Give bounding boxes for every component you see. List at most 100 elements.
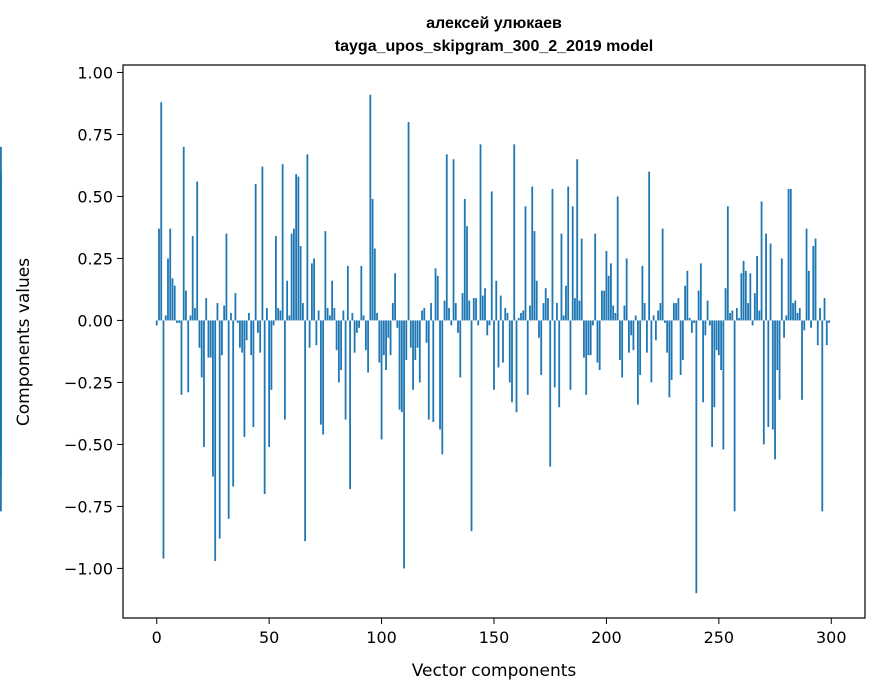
bar	[641, 265, 644, 321]
bar	[205, 298, 208, 321]
bar	[776, 320, 779, 371]
bar	[427, 320, 430, 420]
bar	[398, 320, 401, 410]
y-tick-label: 0.75	[77, 125, 113, 144]
bar	[203, 320, 205, 447]
bar	[814, 238, 817, 321]
bar	[425, 320, 428, 343]
bar	[592, 320, 594, 326]
bar	[263, 320, 266, 495]
bar	[681, 320, 684, 361]
bar	[326, 308, 329, 321]
bar	[625, 258, 628, 321]
bar	[259, 320, 262, 353]
bar	[717, 320, 720, 356]
bar	[762, 320, 765, 445]
bar	[657, 310, 660, 321]
y-tick-label: −0.50	[64, 435, 113, 454]
bar	[164, 315, 167, 321]
bar	[216, 303, 219, 321]
bar	[742, 260, 745, 321]
bar	[479, 144, 482, 321]
bar	[283, 320, 286, 420]
bar	[162, 320, 165, 559]
bar	[463, 198, 466, 321]
bar	[493, 320, 495, 390]
bar	[495, 280, 498, 321]
bar	[239, 320, 241, 348]
bar	[571, 206, 574, 321]
bar	[547, 298, 549, 321]
bar	[443, 300, 446, 321]
bar	[535, 280, 538, 321]
bar	[704, 320, 707, 336]
bar	[490, 191, 493, 321]
bar	[461, 293, 464, 321]
bar	[729, 312, 731, 321]
bar	[816, 320, 819, 346]
bar	[373, 248, 376, 321]
bar	[218, 320, 221, 539]
bar	[663, 320, 666, 323]
bar	[513, 144, 516, 321]
bar	[803, 320, 806, 331]
y-tick-label: −0.75	[64, 497, 113, 516]
bar	[508, 320, 511, 383]
bar	[248, 312, 250, 321]
bar	[407, 122, 410, 321]
bar	[610, 263, 612, 321]
bar	[751, 320, 754, 326]
bar	[688, 317, 691, 321]
bar	[272, 320, 275, 326]
bar	[250, 320, 253, 356]
bar	[394, 273, 396, 321]
bar	[380, 320, 383, 440]
chart-subtitle: tayga_upos_skipgram_300_2_2019 model	[335, 38, 653, 55]
bar	[726, 206, 729, 321]
bar	[769, 243, 772, 321]
bar	[454, 303, 457, 321]
bar	[517, 317, 520, 321]
bar	[587, 320, 590, 356]
bar	[225, 233, 228, 321]
bar	[684, 285, 687, 321]
bar	[619, 320, 621, 361]
bar	[486, 320, 489, 336]
bar	[167, 258, 169, 321]
bar	[601, 290, 603, 321]
bar	[533, 231, 536, 321]
bar	[828, 320, 830, 323]
bar	[466, 226, 468, 321]
bar	[360, 265, 363, 321]
bar	[612, 305, 615, 321]
bar	[340, 320, 342, 371]
bar	[607, 275, 610, 321]
bar	[194, 308, 196, 321]
bar	[731, 310, 734, 321]
bar	[679, 320, 682, 375]
bar	[257, 320, 259, 333]
y-tick-label: 0.00	[77, 311, 113, 330]
bar	[594, 233, 597, 321]
bar	[315, 320, 318, 346]
bar	[562, 315, 565, 321]
bar	[0, 320, 2, 477]
bar	[414, 320, 417, 361]
bar	[385, 320, 387, 371]
bar	[648, 171, 651, 321]
x-tick-label: 250	[704, 628, 735, 647]
bar	[459, 320, 462, 378]
bar	[549, 320, 552, 467]
bar	[160, 102, 163, 321]
x-tick-label: 150	[479, 628, 510, 647]
bar	[540, 320, 543, 375]
bar	[787, 188, 790, 321]
bar	[353, 320, 356, 353]
bar	[457, 320, 459, 333]
bar	[783, 320, 785, 338]
bar	[158, 228, 160, 321]
bar	[621, 320, 624, 378]
bar	[367, 320, 369, 373]
bar	[328, 315, 331, 321]
bar	[418, 320, 421, 383]
